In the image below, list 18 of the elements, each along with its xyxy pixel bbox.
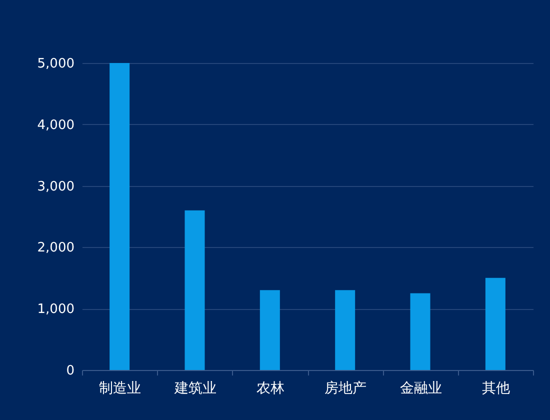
y-tick-label: 5,000 (37, 56, 74, 72)
x-tick-label: 农林 (256, 380, 284, 396)
bar (410, 293, 430, 370)
y-tick-label: 0 (66, 364, 74, 378)
bar (260, 290, 280, 370)
y-tick-label: 1,000 (37, 302, 74, 318)
bar (110, 63, 130, 370)
y-tick-label: 2,000 (37, 240, 74, 256)
y-tick-label: 3,000 (37, 179, 74, 194)
y-tick-label: 4,000 (37, 118, 74, 133)
x-tick-label: 制造业 (99, 380, 142, 396)
bar (335, 290, 356, 370)
x-tick-label: 建筑业 (173, 380, 216, 396)
bar (184, 210, 205, 370)
x-tick-label: 金融业 (400, 380, 442, 396)
x-tick-label: 房地产 (324, 380, 367, 396)
x-tick-label: 其他 (482, 380, 510, 396)
bar (485, 278, 506, 370)
